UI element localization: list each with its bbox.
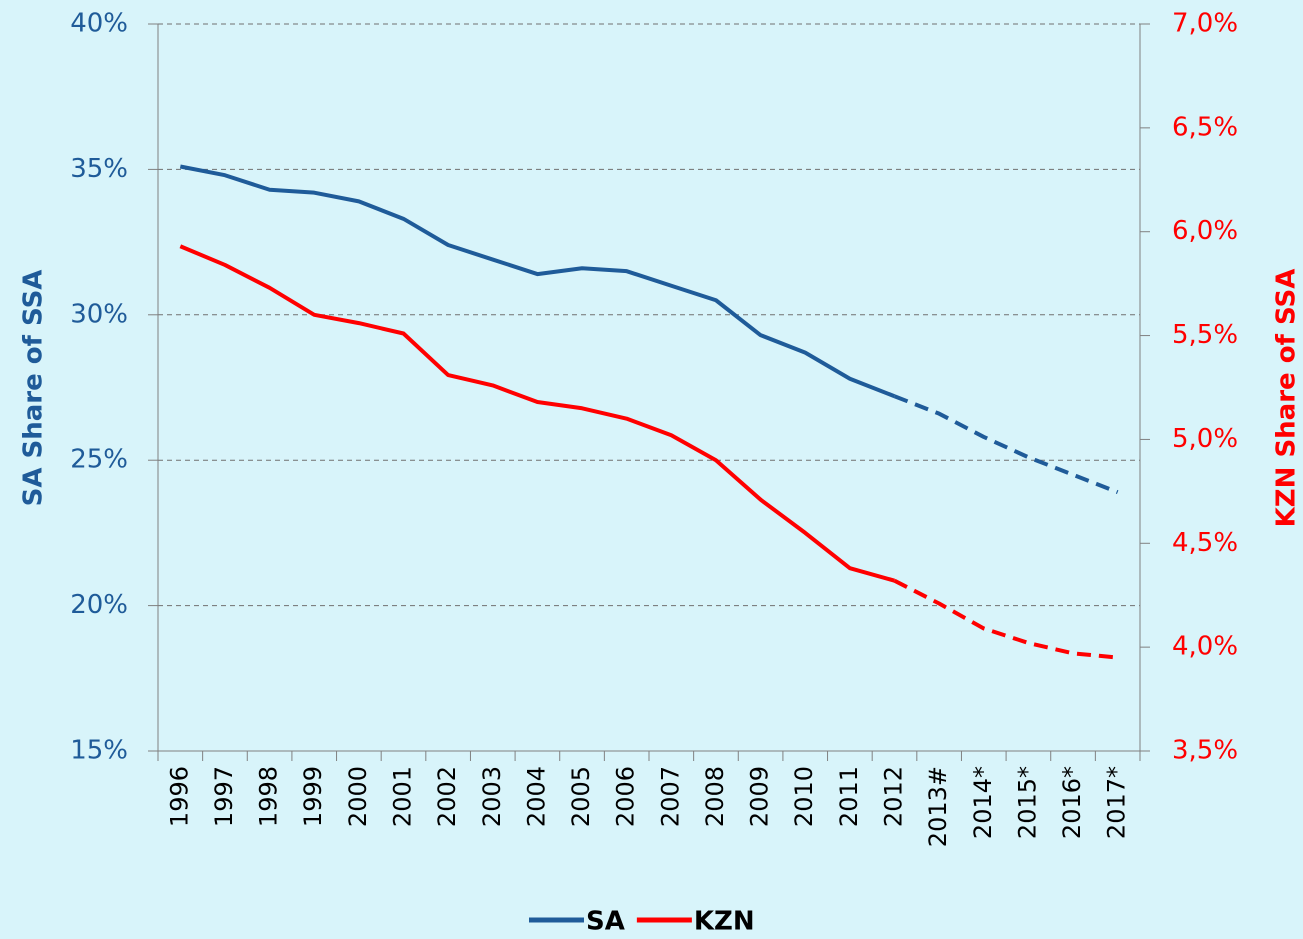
y2-tick-label: 5,5% [1172,320,1238,350]
x-tick-label: 1997 [210,766,238,827]
x-tick-label: 2017* [1103,766,1131,839]
x-tick-label: 2002 [433,766,461,827]
y-tick-label: 35% [70,154,128,184]
line [179,244,896,583]
y2-tick-label: 3,5% [1172,736,1238,766]
line-projection [893,578,1118,660]
x-tick-label: 2012 [880,766,908,827]
y2-tick-label: 6,0% [1172,216,1238,246]
x-tick-label: 2004 [522,766,550,827]
x-tick-label: 2009 [746,766,774,827]
x-tick-label: 2005 [567,766,595,827]
y2-tick-label: 7,0% [1172,9,1238,39]
x-tick-label: 2016* [1058,766,1086,839]
x-tick-label: 2011 [835,766,863,827]
line [179,164,896,399]
legend-label: SA [586,907,625,937]
x-tick-label: 1998 [255,766,283,827]
y2-tick-label: 4,5% [1172,528,1238,558]
x-tick-label: 2010 [790,766,818,827]
x-tick-label: 2013# [924,766,952,847]
x-tick-label: 1996 [165,766,193,827]
y2-tick-label: 6,5% [1172,112,1238,142]
y-tick-label: 30% [70,299,128,329]
x-tick-label: 2015* [1013,766,1041,839]
x-tick-label: 2006 [612,766,640,827]
x-tick-label: 2008 [701,766,729,827]
x-tick-label: 2000 [344,766,372,827]
x-tick-label: 2014* [969,766,997,839]
y2-tick-label: 4,0% [1172,632,1238,662]
y-tick-label: 40% [70,9,128,39]
y-axis-title: SA Share of SSA [19,270,49,507]
x-tick-label: 2003 [478,766,506,827]
y-tick-label: 25% [70,445,128,475]
y2-axis-title: KZN Share of SSA [1272,269,1302,528]
x-tick-label: 2007 [656,766,684,827]
y2-tick-label: 5,0% [1172,424,1238,454]
y-tick-label: 15% [70,736,128,766]
legend-label: KZN [694,907,755,937]
y-tick-label: 20% [70,590,128,620]
line-projection [893,394,1119,495]
x-tick-label: 2001 [389,766,417,827]
x-tick-label: 1999 [299,766,327,827]
